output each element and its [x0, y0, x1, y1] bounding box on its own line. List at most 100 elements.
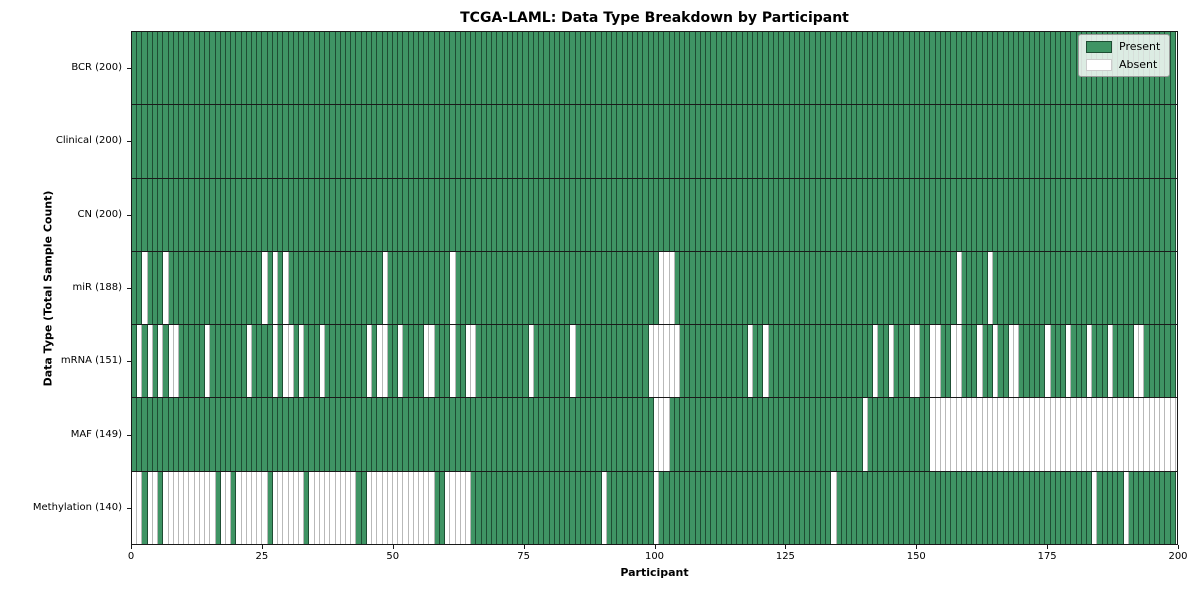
heatmap-cell: [800, 398, 806, 471]
heatmap-cell: [1008, 105, 1014, 178]
heatmap-cell: [189, 398, 195, 471]
heatmap-cell: [940, 251, 947, 325]
heatmap-cell: [272, 105, 279, 178]
heatmap-cell: [653, 398, 660, 471]
heatmap-cell: [1066, 471, 1072, 544]
heatmap-cell: [481, 178, 487, 251]
heatmap-cell: [1087, 105, 1093, 178]
heatmap-cell: [278, 251, 284, 325]
heatmap-cell: [794, 471, 800, 544]
heatmap-cell: [194, 32, 200, 105]
heatmap-cell: [356, 32, 362, 105]
heatmap-cell: [768, 325, 774, 398]
heatmap-cell: [189, 471, 195, 544]
heatmap-cell: [173, 325, 179, 398]
heatmap-cell: [335, 178, 341, 251]
heatmap-cell: [1128, 325, 1134, 398]
heatmap-cell: [659, 105, 665, 178]
heatmap-cell: [481, 398, 487, 471]
heatmap-cell: [800, 471, 806, 544]
heatmap-cell: [466, 471, 472, 544]
heatmap-cell: [899, 105, 905, 178]
heatmap-cell: [1165, 398, 1171, 471]
heatmap-cell: [956, 325, 962, 398]
heatmap-cell: [867, 32, 874, 105]
heatmap-cell: [987, 251, 994, 325]
heatmap-cell: [278, 398, 284, 471]
heatmap-cell: [565, 325, 571, 398]
heatmap-cell: [820, 398, 827, 471]
heatmap-cell: [679, 105, 686, 178]
heatmap-cell: [173, 251, 179, 325]
heatmap-cell: [168, 471, 174, 544]
heatmap-cell: [512, 398, 519, 471]
heatmap-cell: [424, 251, 430, 325]
heatmap-cell: [163, 178, 169, 251]
heatmap-cell: [904, 251, 910, 325]
heatmap-cell: [272, 251, 279, 325]
heatmap-cell: [1060, 105, 1067, 178]
heatmap-cell: [711, 471, 717, 544]
heatmap-cell: [486, 105, 493, 178]
heatmap-cell: [1050, 178, 1056, 251]
heatmap-cell: [914, 105, 921, 178]
heatmap-cell: [507, 471, 513, 544]
heatmap-cell: [867, 471, 874, 544]
heatmap-cell: [288, 105, 294, 178]
heatmap-cell: [1050, 325, 1056, 398]
heatmap-cell: [914, 398, 921, 471]
heatmap-cell: [836, 32, 842, 105]
heatmap-cell: [1118, 398, 1124, 471]
heatmap-cell: [1170, 398, 1176, 471]
heatmap-cell: [1087, 251, 1093, 325]
legend-label-present: Present: [1119, 40, 1161, 53]
heatmap-cell: [565, 471, 571, 544]
x-tick-mark: [916, 545, 918, 549]
heatmap-cell: [1123, 471, 1129, 544]
heatmap-cell: [617, 251, 623, 325]
heatmap-cell: [565, 178, 571, 251]
heatmap-cell: [946, 32, 952, 105]
heatmap-cell: [1128, 105, 1134, 178]
heatmap-cell: [956, 398, 962, 471]
heatmap-cell: [627, 398, 633, 471]
heatmap-cell: [721, 325, 727, 398]
heatmap-cell: [403, 471, 409, 544]
heatmap-cell: [763, 178, 769, 251]
heatmap-cell: [726, 105, 733, 178]
heatmap-cell: [512, 251, 519, 325]
heatmap-cell: [570, 325, 576, 398]
heatmap-cell: [241, 251, 247, 325]
heatmap-cell: [794, 398, 800, 471]
heatmap-cell: [1060, 325, 1067, 398]
heatmap-cell: [434, 325, 440, 398]
heatmap-cell: [168, 178, 174, 251]
y-tick-label: Methylation (140): [32, 502, 122, 514]
heatmap-cell: [147, 105, 153, 178]
heatmap-cell: [424, 398, 430, 471]
heatmap-cell: [340, 178, 346, 251]
heatmap-cell: [403, 32, 409, 105]
heatmap-cell: [920, 398, 926, 471]
heatmap-cell: [763, 398, 769, 471]
heatmap-cell: [471, 105, 477, 178]
heatmap-cell: [304, 178, 310, 251]
heatmap-cell: [617, 325, 623, 398]
heatmap-cell: [768, 105, 774, 178]
heatmap-cell: [460, 251, 466, 325]
heatmap-cell: [758, 32, 764, 105]
heatmap-cell: [815, 105, 821, 178]
heatmap-cell: [690, 471, 696, 544]
heatmap-cell: [586, 251, 592, 325]
heatmap-cell: [319, 32, 326, 105]
heatmap-cell: [1013, 105, 1020, 178]
heatmap-cell: [972, 105, 978, 178]
heatmap-cell: [726, 398, 733, 471]
heatmap-cell: [466, 398, 472, 471]
heatmap-cell: [361, 398, 367, 471]
x-tick-label: 100: [644, 551, 665, 562]
heatmap-cell: [1149, 471, 1155, 544]
heatmap-cell: [252, 398, 258, 471]
heatmap-cell: [152, 398, 159, 471]
heatmap-cell: [846, 32, 853, 105]
